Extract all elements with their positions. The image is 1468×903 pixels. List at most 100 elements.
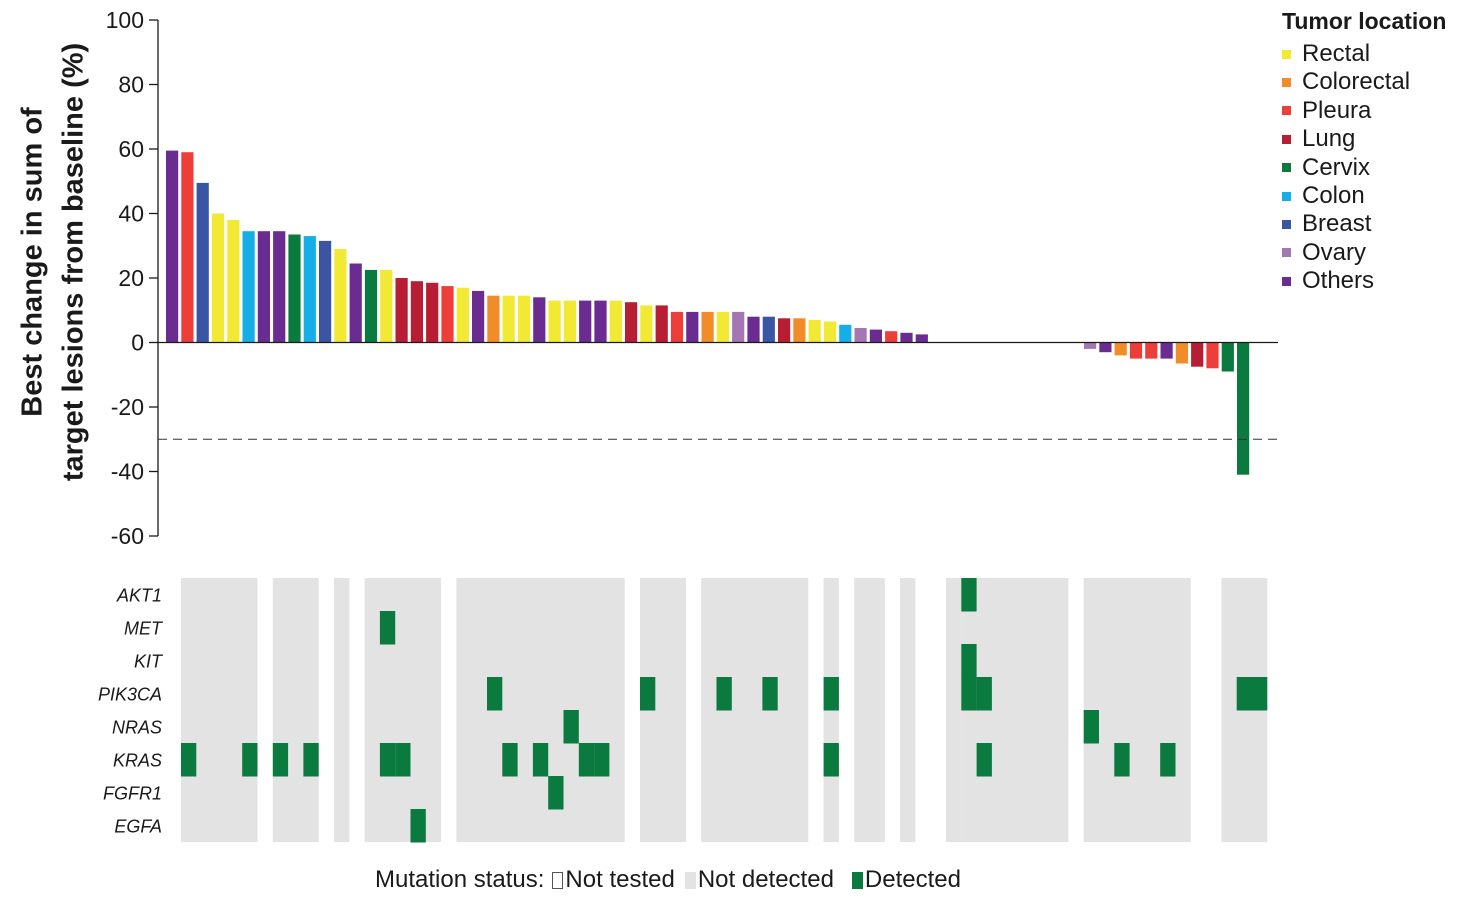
mutation-cell-kras [823, 743, 839, 777]
legend-label: Colorectal [1302, 68, 1411, 96]
gene-label-egfa: EGFA [114, 817, 162, 837]
mutation-cell-pik3ca [487, 677, 503, 711]
mutation-cell-kras [502, 743, 518, 777]
y-tick-label: 80 [118, 72, 144, 98]
bar-rectal [456, 287, 469, 343]
legend-item-pleura: Pleura [1282, 97, 1410, 125]
mutation-cell-kras [181, 743, 197, 777]
legend-label: Cervix [1302, 153, 1371, 181]
bar-ovary [732, 311, 745, 343]
bar-pleura [885, 331, 898, 343]
legend: Rectal Colorectal Pleura Lung Cervix Colon Bre… [1282, 40, 1410, 296]
y-tick-label: 0 [131, 330, 144, 356]
bar-colorectal [1114, 342, 1127, 356]
legend-swatch [1282, 220, 1291, 230]
mutation-cell-nras [563, 710, 579, 744]
mutation-cell-akt1 [961, 578, 977, 612]
y-axis-title: Best change in sum of target lesions fro… [0, 0, 90, 481]
mutation-matrix: AKT1 MET KIT PIK3CA NRAS KRAS FGFR1 EGFA [98, 578, 1268, 843]
mutation-cell-kras [395, 743, 411, 777]
axes-group: 100 80 60 40 20 0 -20 -40 -60 [106, 7, 1278, 549]
legend-item-lung: Lung [1282, 125, 1410, 153]
bar-rectal [227, 220, 240, 343]
mutation-cell-pik3ca [823, 677, 839, 711]
legend-label: Breast [1302, 210, 1372, 238]
legend-label: Lung [1302, 125, 1356, 153]
bar-pleura [670, 311, 684, 343]
bar-rectal [823, 321, 837, 343]
mutation-cell-kit [961, 644, 977, 678]
y-axis-title-line1: Best change in sum of [16, 107, 49, 417]
bar-colorectal [793, 318, 806, 343]
tested-block [456, 578, 625, 842]
tested-block [946, 578, 962, 842]
bar-colon [839, 324, 852, 343]
bar-pleura [441, 286, 454, 343]
tested-block [1083, 578, 1191, 842]
tested-block [272, 578, 319, 842]
bar-lung [625, 302, 638, 343]
bar-breast [762, 316, 775, 343]
legend-item-cervix: Cervix [1282, 154, 1410, 182]
legend-swatch [1282, 276, 1291, 286]
bar-rectal [609, 300, 622, 343]
tested-block [334, 578, 350, 842]
legend-swatch [1282, 134, 1291, 144]
legend-swatch [1282, 49, 1291, 59]
gene-label-nras: NRAS [112, 718, 162, 738]
y-tick-label: 40 [118, 201, 144, 227]
bar-rectal [808, 319, 821, 343]
mutation-cell-kras [242, 743, 258, 777]
bar-others [166, 150, 179, 343]
legend-item-colorectal: Colorectal [1282, 68, 1410, 96]
legend-item-ovary: Ovary [1282, 239, 1410, 267]
gene-label-pik3ca: PIK3CA [98, 685, 162, 705]
mutation-cell-pik3ca [976, 677, 992, 711]
bar-cervix [364, 269, 378, 343]
bar-ovary [854, 328, 867, 343]
not-tested-swatch [552, 871, 564, 889]
bar-lung [395, 278, 408, 343]
mutation-cell-met [379, 611, 396, 645]
mutation-status-legend: Mutation status: Not tested Not detected… [375, 866, 961, 894]
legend-swatch [1282, 163, 1291, 173]
legend-label: Pleura [1302, 96, 1372, 124]
legend-swatch [1282, 78, 1291, 88]
mutation-cell-kras [532, 743, 549, 777]
bar-pleura [181, 152, 194, 343]
legend-swatch [1282, 106, 1291, 116]
mutation-cell-pik3ca [640, 677, 656, 711]
bar-rectal [640, 305, 653, 343]
bar-others [747, 316, 760, 343]
mutation-cell-pik3ca [961, 677, 977, 711]
bar-rectal [502, 295, 515, 343]
detected-label: Detected [864, 866, 961, 893]
bar-others [1160, 342, 1173, 359]
bar-rectal [211, 213, 225, 343]
mutation-cell-egfa [410, 809, 426, 843]
mutation-cell-pik3ca [1252, 677, 1268, 711]
not-tested-label: Not tested [565, 866, 675, 893]
bar-others [579, 300, 592, 343]
legend-swatch [1282, 248, 1291, 258]
y-tick-label: 60 [118, 136, 144, 162]
tested-block [854, 578, 885, 842]
legend-label: Rectal [1302, 40, 1371, 67]
legend-label: Colon [1302, 181, 1365, 209]
bar-lung [410, 281, 423, 343]
legend-item-rectal: Rectal [1282, 40, 1410, 68]
bar-cervix [1237, 342, 1250, 475]
bar-rectal [548, 300, 561, 343]
bar-others [257, 231, 270, 343]
y-tick-label: -40 [111, 459, 144, 485]
bar-others [900, 332, 913, 343]
tested-block [364, 578, 442, 842]
bar-others [686, 311, 699, 343]
bar-pleura [1129, 342, 1143, 359]
legend-label: Ovary [1302, 238, 1367, 266]
mutation-cell-nras [1083, 710, 1099, 744]
bar-breast [319, 240, 332, 343]
bar-colon [303, 236, 316, 343]
bar-pleura [1206, 342, 1219, 369]
